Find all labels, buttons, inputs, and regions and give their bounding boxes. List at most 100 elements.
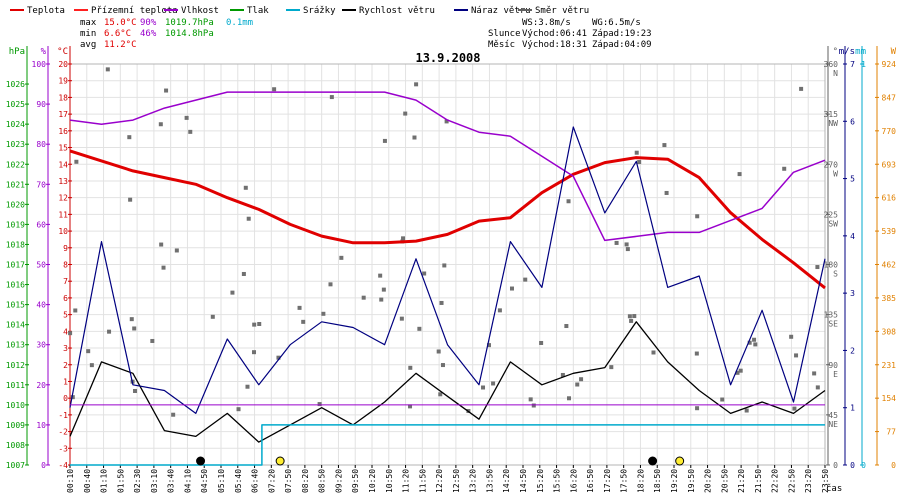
axis-tick-label-pressure: 1022	[6, 160, 25, 169]
axis-tick-label-humidity: 30	[36, 341, 46, 350]
axis-unit-humidity: %	[41, 47, 47, 57]
info-mesic-zapad: Západ:04:09	[592, 40, 652, 50]
axis-tick-label-humidity: 60	[36, 220, 46, 229]
stat-avg-label: avg	[80, 40, 96, 50]
direction-dot	[440, 363, 445, 368]
direction-dot	[799, 86, 804, 91]
direction-dot	[382, 138, 387, 143]
axis-tick-label-pressure: 1024	[6, 120, 25, 129]
direction-dot	[753, 342, 758, 347]
stat-max-temp: 15.0°C	[104, 18, 137, 28]
direction-dot	[381, 287, 386, 292]
direction-dot	[245, 384, 250, 389]
direction-dot	[159, 242, 164, 247]
axis-tick-label-temperature: 14	[58, 160, 68, 169]
direction-dot	[158, 122, 163, 127]
x-tick-label: 13:20	[469, 469, 478, 493]
direction-dot	[164, 88, 169, 93]
axis-tick-label-direction: 90	[828, 361, 838, 370]
direction-dot	[738, 368, 743, 373]
axis-tick-label-humidity: 70	[36, 180, 46, 189]
legend-label-smer: Směr větru	[535, 6, 589, 16]
axis-tick-label-temperature: 20	[58, 60, 68, 69]
axis-unit-rain: mm	[855, 47, 866, 57]
axis-unit-temperature: °C	[57, 47, 68, 57]
direction-dot	[625, 247, 630, 252]
x-tick-label: 05:40	[234, 469, 243, 493]
axis-dir-label: NE	[828, 420, 838, 429]
axis-tick-label-temperature: 2	[63, 361, 68, 370]
stat-min-temp: 6.6°C	[104, 29, 131, 39]
x-tick-label: 15:20	[536, 469, 545, 493]
x-tick-label: 00:10	[66, 469, 75, 493]
direction-dot	[747, 340, 752, 345]
direction-dot	[317, 402, 322, 407]
axis-tick-label-temperature: 19	[58, 77, 68, 86]
series-lines	[69, 91, 826, 466]
direction-dot	[171, 412, 176, 417]
direction-dot	[417, 326, 422, 331]
axis-tick-label-temperature: 6	[63, 294, 68, 303]
x-tick-label: 22:50	[787, 469, 796, 493]
direction-dot	[531, 403, 536, 408]
direction-dot	[127, 135, 132, 140]
direction-dot	[150, 338, 155, 343]
direction-dot	[560, 372, 565, 377]
direction-dot	[236, 407, 241, 412]
axis-tick-label-pressure: 1015	[6, 301, 25, 310]
legend-label-naraz: Náraz větru	[471, 6, 531, 16]
x-tick-label: 23:50	[821, 469, 830, 493]
direction-dot	[744, 408, 749, 413]
x-tick-label: 11:50	[418, 469, 427, 493]
x-tick-label: 09:20	[334, 469, 343, 493]
grid	[69, 63, 826, 466]
axis-tick-label-direction: 360	[824, 60, 839, 69]
moonset-marker	[196, 456, 206, 466]
x-tick-label: 03:40	[167, 469, 176, 493]
axis-tick-label-pressure: 1025	[6, 100, 25, 109]
direction-dot	[272, 87, 277, 92]
axis-tick-label-radiation: 924	[882, 60, 897, 69]
axis-tick-label-radiation: 385	[882, 294, 897, 303]
series-line-temperature	[69, 149, 826, 290]
direction-dot	[737, 172, 742, 177]
direction-dot	[184, 115, 189, 120]
x-tick-label: 06:40	[251, 469, 260, 493]
axis-tick-label-direction: 225	[824, 210, 839, 219]
direction-dot	[399, 316, 404, 321]
legend-label-rychlost: Rychlost větru	[359, 6, 435, 16]
axis-tick-label-humidity: 20	[36, 381, 46, 390]
sunrise-marker	[275, 456, 285, 466]
axis-tick-label-pressure: 1008	[6, 441, 25, 450]
axis-tick-label-pressure: 1009	[6, 421, 25, 430]
axis-unit-pressure: hPa	[9, 47, 25, 57]
x-tick-label: 16:50	[586, 469, 595, 493]
x-tick-label: 20:50	[720, 469, 729, 493]
axis-tick-label-pressure: 1017	[6, 261, 25, 270]
axis-tick-label-radiation: 308	[882, 327, 897, 336]
axis-tick-label-pressure: 1014	[6, 321, 25, 330]
direction-dot	[539, 340, 544, 345]
axis-tick-label-direction: 135	[824, 311, 839, 320]
direction-dot	[634, 150, 639, 155]
direction-dot	[73, 308, 78, 313]
sunset-marker	[675, 456, 685, 466]
direction-dot	[329, 95, 334, 100]
x-tick-label: 04:50	[200, 469, 209, 493]
axis-dir-label: N	[833, 69, 838, 78]
info-slunce: Slunce	[488, 29, 521, 39]
axis-tick-label-temperature: -4	[58, 461, 68, 470]
x-tick-label: 20:20	[704, 469, 713, 493]
direction-dot	[497, 308, 502, 313]
direction-dot	[301, 319, 306, 324]
series-line-humidity	[69, 91, 826, 242]
axis-tick-label-pressure: 1021	[6, 180, 25, 189]
chart-title: 13.9.2008	[415, 51, 480, 65]
axis-tick-label-humidity: 100	[32, 60, 47, 69]
stats-block: max 15.0°C 90% 1019.7hPa 0.1mm min 6.6°C…	[80, 18, 253, 50]
axis-tick-label-direction: 45	[828, 411, 838, 420]
direction-dot	[609, 365, 614, 370]
stat-min-press: 1014.8hPa	[165, 29, 214, 39]
axis-tick-label-direction: 0	[833, 461, 838, 470]
